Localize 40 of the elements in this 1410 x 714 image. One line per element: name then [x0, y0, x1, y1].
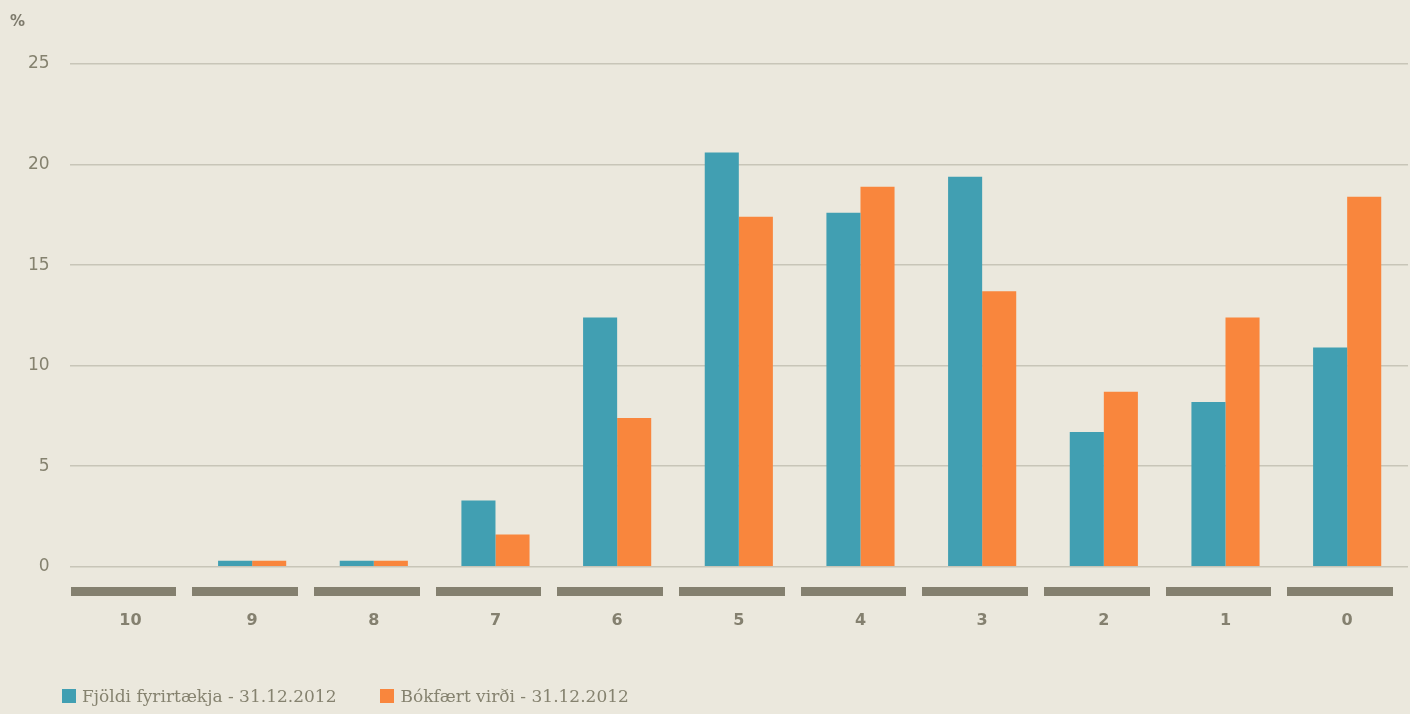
y-tick-label: 5	[38, 454, 50, 475]
x-tick-label: 10	[119, 609, 142, 629]
bar	[373, 560, 408, 567]
y-tick-label: 0	[38, 555, 50, 576]
bar	[738, 216, 773, 567]
x-tick-label: 8	[368, 609, 380, 629]
legend-label: Bókfært virði - 31.12.2012	[400, 686, 629, 706]
x-tick-label: 6	[611, 609, 623, 629]
x-tick-label: 0	[1341, 609, 1353, 629]
x-tick-label: 9	[246, 609, 258, 629]
bar	[461, 500, 496, 567]
bar	[1103, 391, 1138, 567]
bar	[826, 212, 861, 567]
x-tick-label: 2	[1098, 609, 1110, 629]
bar	[218, 560, 253, 567]
y-tick-label: 15	[27, 253, 50, 274]
bar	[1313, 347, 1348, 567]
bar	[495, 534, 530, 567]
y-tick-label: 10	[27, 354, 50, 375]
bar	[252, 560, 287, 567]
bar	[948, 176, 983, 567]
bar	[339, 560, 374, 567]
bar	[982, 291, 1017, 567]
x-tick-label: 7	[489, 609, 502, 629]
y-axis-title: %	[10, 12, 26, 30]
bar	[583, 317, 618, 567]
bar	[1191, 401, 1226, 567]
x-tick-label: 1	[1219, 609, 1232, 629]
legend-label: Fjöldi fyrirtækja - 31.12.2012	[82, 686, 337, 706]
bar	[617, 417, 652, 567]
bar	[1347, 196, 1382, 567]
x-tick-label: 4	[854, 609, 867, 629]
x-tick-label: 5	[733, 609, 745, 629]
bar	[1225, 317, 1260, 567]
bar	[1069, 432, 1104, 567]
y-tick-label: 20	[27, 152, 50, 173]
bar	[704, 152, 739, 567]
y-tick-label: 25	[27, 52, 50, 73]
bar	[860, 186, 895, 567]
x-tick-label: 3	[976, 609, 988, 629]
